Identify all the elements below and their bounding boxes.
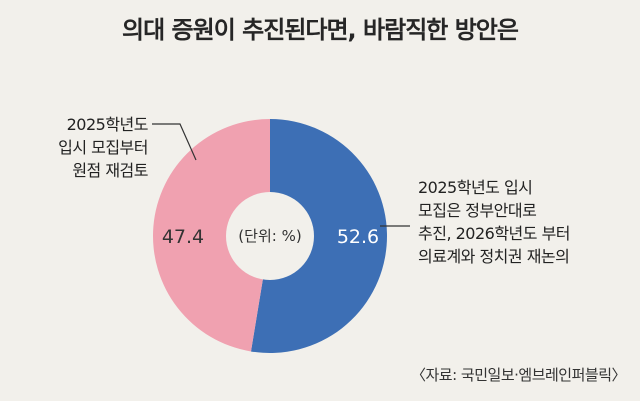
donut-slices (152, 118, 387, 353)
source-note: 〈자료: 국민일보·엠브레인퍼블릭〉 (411, 366, 627, 384)
annotation-right-line: 모집은 정부안대로 (418, 201, 537, 220)
unit-label: (단위: %) (238, 227, 301, 245)
donut-hole (226, 192, 314, 280)
chart-title: 의대 증원이 추진된다면, 바람직한 방안은 (122, 16, 519, 44)
annotation-right-line: 의료계와 정치권 재논의 (418, 247, 570, 266)
annotation-left: 2025학년도 입시 모집부터 원점 재검토 (30, 113, 148, 182)
annotation-left-line: 원점 재검토 (72, 161, 148, 180)
annotation-left-line: 입시 모집부터 (58, 138, 148, 157)
pie-slice-52-6 (250, 119, 387, 353)
pie-slice-47-4 (152, 118, 270, 352)
annotation-right: 2025학년도 입시 모집은 정부안대로 추진, 2026학년도 부터 의료계와… (418, 176, 571, 268)
annotation-right-line: 추진, 2026학년도 부터 (418, 224, 571, 243)
leader-line-left (152, 123, 197, 161)
annotation-left-line: 2025학년도 (66, 115, 149, 134)
slice-label-47-4: 47.4 (162, 226, 204, 248)
slice-label-52-6: 52.6 (337, 226, 379, 248)
annotation-right-line: 2025학년도 입시 (418, 178, 533, 197)
